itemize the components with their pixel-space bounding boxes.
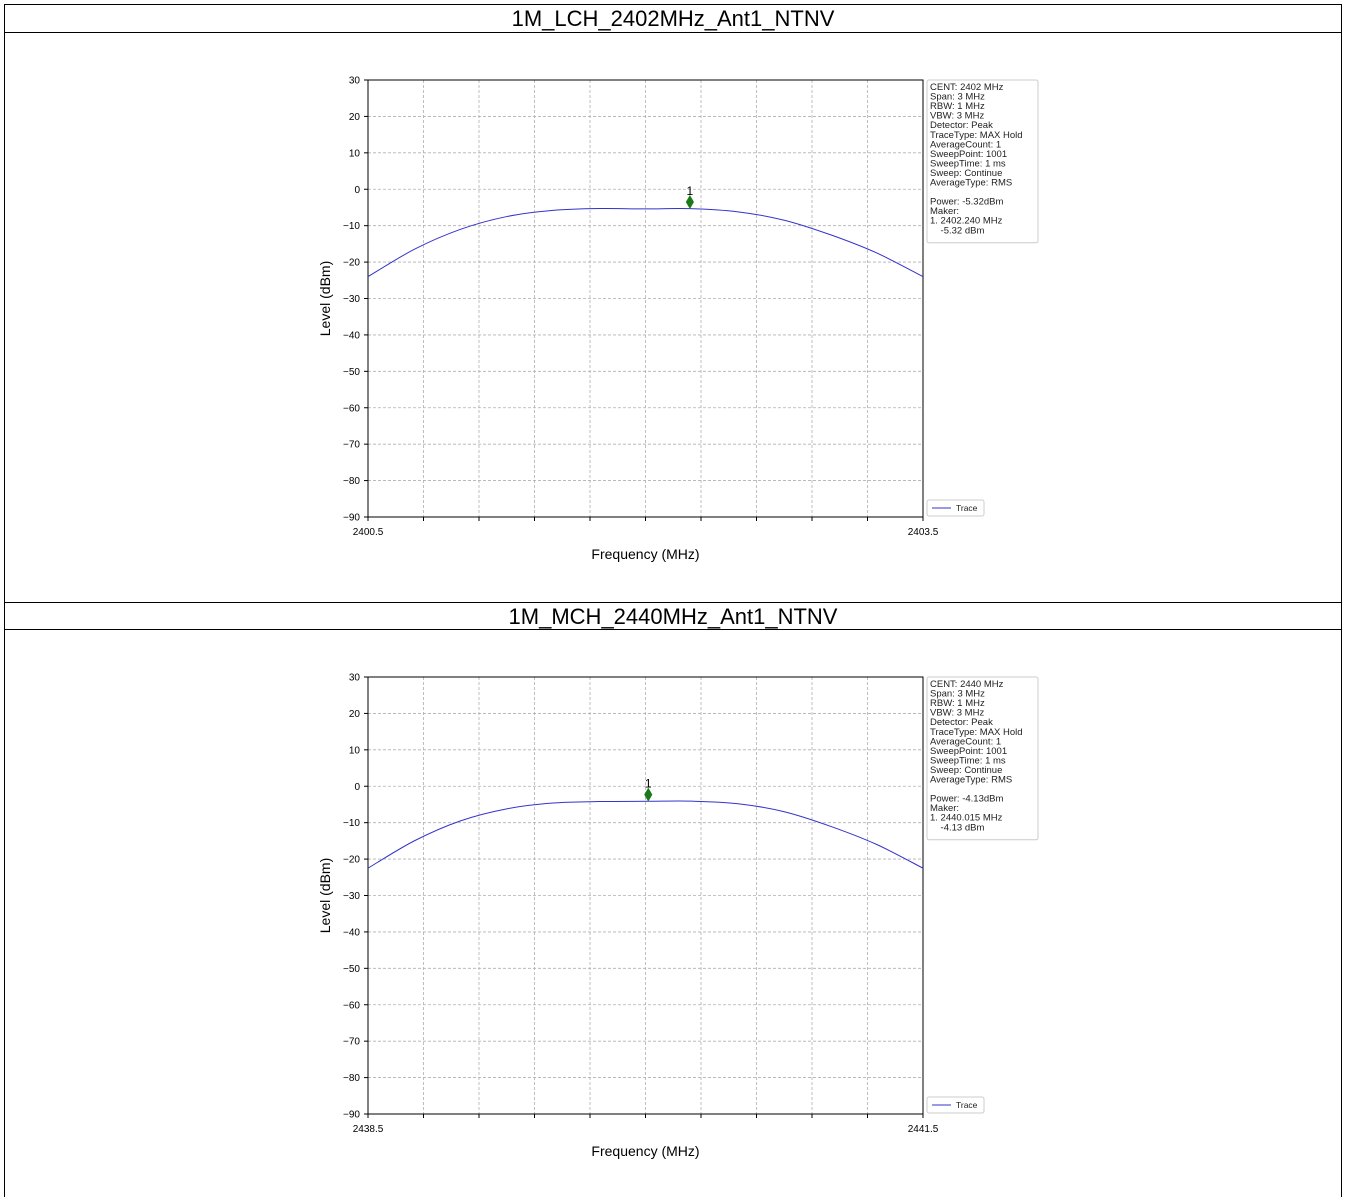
info-box-line: AverageCount: 1 — [930, 736, 1001, 747]
info-box-line: Maker: — [930, 803, 959, 814]
y-tick-label: −50 — [343, 367, 360, 378]
y-tick-label: 0 — [354, 185, 360, 196]
info-box-line: Detector: Peak — [930, 717, 993, 728]
info-box-line: RBW: 1 MHz — [930, 101, 985, 112]
info-box-line: Span: 3 MHz — [930, 92, 985, 103]
info-box-line: SweepTime: 1 ms — [930, 158, 1006, 169]
chart-2-title: 1M_MCH_2440MHz_Ant1_NTNV — [5, 602, 1341, 630]
chart-1-plot: 30 20 10 0 −10 −20 −30 −40 −50 −60 −70 −80 −90 2400.5… — [317, 76, 1039, 562]
y-axis-label: Level (dBm) — [317, 261, 333, 336]
info-box-line: TraceType: MAX Hold — [930, 130, 1023, 141]
info-box-line: 1. 2402.240 MHz — [930, 216, 1003, 227]
info-box-line: Detector: Peak — [930, 120, 993, 131]
info-box-line: CENT: 2440 MHz — [930, 679, 1004, 690]
report-sheet: 1M_LCH_2402MHz_Ant1_NTNV 30 20 10 0 −10 −20 −3… — [4, 4, 1342, 1197]
info-box-line: Span: 3 MHz — [930, 689, 985, 700]
y-tick-label: −10 — [343, 221, 360, 232]
grid — [368, 80, 923, 517]
marker-diamond — [644, 787, 653, 802]
info-box-line: CENT: 2402 MHz — [930, 82, 1004, 93]
y-tick-label: −20 — [343, 258, 360, 269]
chart-2-plot: 30 20 10 0 −10 −20 −30 −40 −50 −60 −70 −80 −90 2438.5… — [317, 673, 1039, 1159]
legend-label: Trace — [956, 503, 978, 513]
info-box-line: AverageType: RMS — [930, 775, 1012, 786]
x-tick-label-end: 2403.5 — [908, 527, 939, 538]
x-axis-label: Frequency (MHz) — [591, 546, 699, 562]
y-tick-label: −80 — [343, 1073, 360, 1084]
marker-diamond — [685, 195, 694, 209]
y-tick-label: −90 — [343, 1110, 360, 1121]
y-tick-label: −70 — [343, 1037, 360, 1048]
legend-label: Trace — [956, 1100, 978, 1110]
info-box-line: RBW: 1 MHz — [930, 698, 985, 709]
info-box-line: AverageType: RMS — [930, 178, 1012, 189]
info-box — [926, 79, 1039, 244]
marker-label: 1 — [687, 184, 694, 198]
y-tick-label: −60 — [343, 403, 360, 414]
y-tick-label: −30 — [343, 891, 360, 902]
info-box-line: AverageCount: 1 — [930, 139, 1001, 150]
y-tick-label: 10 — [349, 148, 361, 159]
info-box-line: Maker: — [930, 206, 959, 217]
legend — [926, 1096, 985, 1114]
y-tick-label: 20 — [349, 709, 361, 720]
info-box-line: 1. 2440.015 MHz — [930, 813, 1003, 824]
info-box-line: -4.13 dBm — [930, 822, 984, 833]
trace-line — [367, 207, 924, 278]
x-tick-label-start: 2438.5 — [353, 1124, 384, 1135]
y-tick-label: −70 — [343, 440, 360, 451]
x-axis-label: Frequency (MHz) — [591, 1143, 699, 1159]
y-tick-label: −10 — [343, 818, 360, 829]
grid — [368, 677, 923, 1114]
y-axis-label: Level (dBm) — [317, 858, 333, 933]
info-box-line: Sweep: Continue — [930, 168, 1002, 179]
x-tick-label-end: 2441.5 — [908, 1124, 939, 1135]
y-tick-label: −20 — [343, 855, 360, 866]
info-box — [926, 676, 1039, 841]
y-tick-label: 30 — [349, 76, 361, 87]
legend — [926, 499, 985, 517]
y-tick-label: 0 — [354, 782, 360, 793]
y-tick-label: −80 — [343, 476, 360, 487]
info-box-line: VBW: 3 MHz — [930, 708, 984, 719]
y-tick-label: −50 — [343, 964, 360, 975]
marker-label: 1 — [645, 777, 652, 791]
info-box-line: TraceType: MAX Hold — [930, 727, 1023, 738]
info-box-line: Power: -5.32dBm — [930, 197, 1003, 208]
x-tick-label-start: 2400.5 — [353, 527, 384, 538]
y-tick-label: −40 — [343, 330, 360, 341]
y-tick-label: −30 — [343, 294, 360, 305]
y-tick-label: 10 — [349, 745, 361, 756]
info-box-line: Power: -4.13dBm — [930, 794, 1003, 805]
chart-1-title: 1M_LCH_2402MHz_Ant1_NTNV — [5, 5, 1341, 33]
y-tick-label: 20 — [349, 112, 361, 123]
info-box-line: Sweep: Continue — [930, 765, 1002, 776]
y-tick-label: −60 — [343, 1000, 360, 1011]
info-box-line: SweepPoint: 1001 — [930, 149, 1007, 160]
y-tick-label: −40 — [343, 927, 360, 938]
info-box-line: -5.32 dBm — [930, 225, 984, 236]
info-box-line: VBW: 3 MHz — [930, 111, 984, 122]
info-box-line: SweepPoint: 1001 — [930, 746, 1007, 757]
y-tick-label: 30 — [349, 673, 361, 684]
info-box-line: SweepTime: 1 ms — [930, 755, 1006, 766]
y-tick-label: −90 — [343, 513, 360, 524]
